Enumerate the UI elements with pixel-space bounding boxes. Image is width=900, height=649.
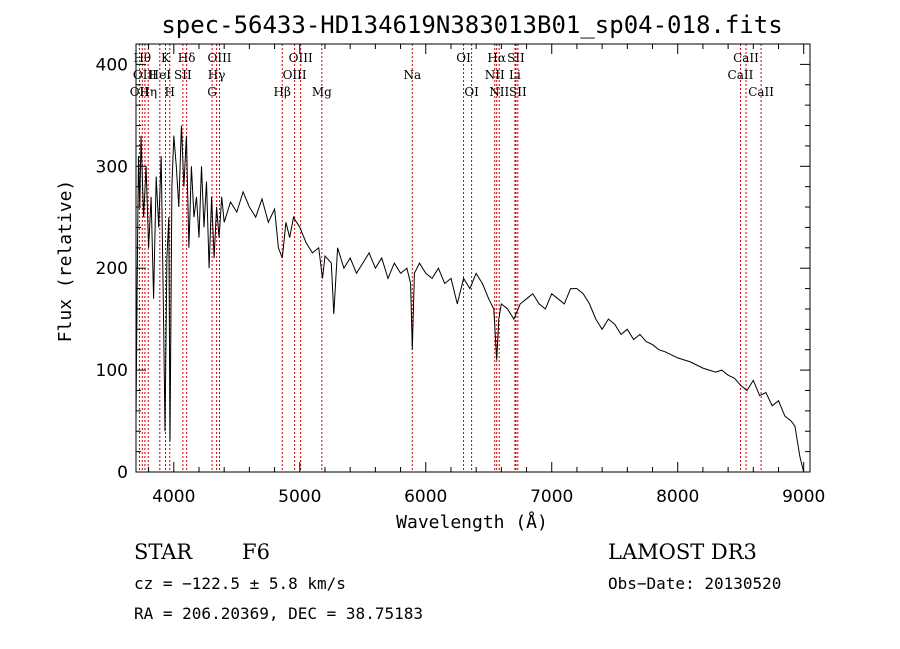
spectral-line-label: Hα [487, 51, 506, 65]
observation-date: Obs−Date: 20130520 [608, 574, 782, 593]
spectral-line-label: OIII [283, 68, 307, 82]
object-class: STAR [134, 540, 193, 564]
spectral-line-label: OI [456, 51, 471, 65]
x-tick-label: 9000 [782, 487, 825, 507]
spectral-line-label: OIII [207, 51, 231, 65]
spectral-line-label: Hγ [208, 68, 226, 82]
spectral-line-label: SII [507, 51, 525, 65]
spectral-line-label: CaII [748, 85, 774, 99]
spectral-line-label: Li [509, 68, 521, 82]
spectral-line-label: K [161, 51, 171, 65]
spectral-line-label: G [207, 85, 217, 99]
y-tick-label: 100 [96, 361, 128, 381]
redshift-velocity: cz = −122.5 ± 5.8 km/s [134, 574, 346, 593]
spectral-line-label: NII [485, 68, 505, 82]
y-tick-label: 200 [96, 259, 128, 279]
x-axis-ticks: 4000 5000 6000 7000 8000 9000 [148, 44, 825, 507]
y-tick-label: 300 [96, 157, 128, 177]
chart-title: spec-56433-HD134619N383013B01_sp04-018.f… [161, 11, 782, 39]
subclass: F6 [242, 540, 270, 564]
annotation-lines [138, 44, 762, 472]
coordinates: RA = 206.20369, DEC = 38.75183 [134, 604, 423, 623]
spectral-line-label: Hθ [133, 51, 151, 65]
x-tick-label: 8000 [656, 487, 699, 507]
y-tick-label: 0 [117, 463, 128, 483]
y-axis-ticks: 0 100 200 300 400 [96, 55, 810, 483]
x-tick-label: 4000 [152, 487, 195, 507]
spectrum-line [135, 125, 805, 473]
spectral-line-label: NII [489, 85, 509, 99]
y-axis-label: Flux (relative) [55, 180, 76, 343]
spectral-line-label: H [165, 85, 175, 99]
spectral-line-label: Hβ [274, 85, 291, 99]
survey-name: LAMOST DR3 [608, 540, 757, 564]
spectral-line-label: OII [130, 85, 150, 99]
spectral-line-label: OIII [133, 68, 157, 82]
x-tick-label: 6000 [404, 487, 447, 507]
spectral-line-label: OIII [289, 51, 313, 65]
spectral-line-label: HeI [149, 68, 172, 82]
spectral-line-label: SII [509, 85, 527, 99]
axes-frame [135, 43, 811, 473]
x-tick-label: 7000 [530, 487, 573, 507]
x-tick-label: 5000 [278, 487, 321, 507]
spectral-line-label: SII [174, 68, 192, 82]
spectral-line-label: Mg [312, 85, 332, 99]
x-axis-label: Wavelength (Å) [396, 511, 548, 533]
spectral-line-label: Hη [139, 85, 157, 99]
spectral-line-label: Hδ [178, 51, 196, 65]
spectral-line-label: CaII [728, 68, 754, 82]
annotation-labels: OII Hθ OIII Hη HeI K H SII Hδ G Hγ OIII Hβ OIII OIII Mg… [130, 51, 775, 99]
spectral-line-label: OI [464, 85, 479, 99]
y-tick-label: 400 [96, 55, 128, 75]
spectral-line-label: Na [403, 68, 421, 82]
spectral-line-label: CaII [733, 51, 759, 65]
